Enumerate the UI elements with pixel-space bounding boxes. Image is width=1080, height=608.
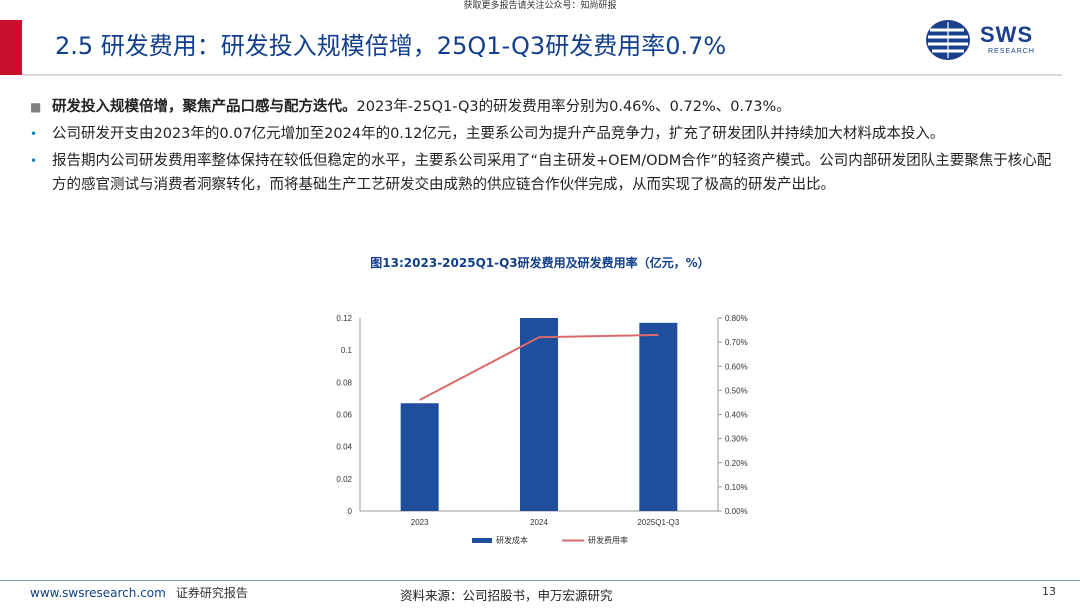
title-accent-bar [0, 20, 22, 75]
footer-divider [0, 580, 1080, 581]
sws-globe-icon [926, 20, 970, 60]
bullet-text: 2023年-25Q1-Q3的研发费用率分别为0.46%、0.72%、0.73%。 [356, 99, 791, 115]
bar-2025Q1-Q3 [639, 322, 678, 511]
title-divider [22, 74, 1062, 76]
legend-line-label: 研发费用率 [588, 535, 628, 545]
right-tick-label: 0.40% [725, 411, 748, 420]
bullet-item: ■ 研发投入规模倍增，聚焦产品口感与配方迭代。2023年-25Q1-Q3的研发费… [30, 95, 1060, 119]
bullet-item: • 公司研发开支由2023年的0.07亿元增加至2024年的0.12亿元，主要系… [30, 122, 1060, 146]
bullet-dot-icon: • [30, 127, 38, 141]
top-note: 获取更多报告请关注公众号：知尚研报 [463, 1, 617, 11]
page-title: 2.5 研发费用：研发投入规模倍增，25Q1-Q3研发费用率0.7% [55, 32, 727, 60]
page-number: 13 [1042, 585, 1056, 598]
right-tick-label: 0.10% [725, 483, 748, 492]
left-tick-label: 0.08 [336, 378, 352, 387]
bullet-text: 报告期内公司研发费用率整体保持在较低但稳定的水平，主要系公司采用了“自主研发+O… [52, 153, 1052, 193]
right-tick-label: 0.70% [725, 338, 748, 347]
logo-subtext: RESEARCH [988, 48, 1035, 55]
right-tick-label: 0.00% [725, 507, 748, 516]
footer-source: 资料来源：公司招股书，申万宏源研究 [400, 588, 613, 603]
x-tick-label: 2024 [530, 518, 548, 527]
left-tick-label: 0.12 [336, 314, 352, 323]
rd-expense-chart: 0 0.02 0.04 0.06 0.08 0.1 0.12 0.00% 0.10% 0.20% 0… [336, 314, 748, 545]
bullet-square-icon: ■ [30, 100, 42, 114]
logo-text: SWS [980, 22, 1034, 47]
right-tick-label: 0.20% [725, 459, 748, 468]
left-tick-label: 0.04 [336, 443, 352, 452]
footer-website[interactable]: www.swsresearch.com [30, 586, 166, 600]
x-tick-label: 2025Q1-Q3 [637, 518, 679, 527]
left-tick-label: 0.06 [336, 411, 352, 420]
left-tick-label: 0.02 [336, 475, 352, 484]
right-tick-label: 0.50% [725, 386, 748, 395]
bullet-text: 公司研发开支由2023年的0.07亿元增加至2024年的0.12亿元，主要系公司… [52, 126, 945, 142]
bullet-list: ■ 研发投入规模倍增，聚焦产品口感与配方迭代。2023年-25Q1-Q3的研发费… [30, 95, 1060, 200]
right-tick-label: 0.80% [725, 314, 748, 323]
sws-logo: SWS RESEARCH [924, 18, 1064, 62]
footer-label: 证券研究报告 [175, 586, 248, 600]
left-tick-label: 0 [348, 507, 353, 516]
x-tick-label: 2023 [411, 518, 429, 527]
chart-title: 图13:2023-2025Q1-Q3研发费用及研发费用率（亿元，%） [370, 256, 710, 270]
bullet-item: • 报告期内公司研发费用率整体保持在较低但稳定的水平，主要系公司采用了“自主研发… [30, 149, 1060, 197]
bullet-bold-text: 研发投入规模倍增，聚焦产品口感与配方迭代。 [52, 99, 357, 115]
right-tick-label: 0.60% [725, 362, 748, 371]
legend-bar-swatch [472, 538, 492, 543]
bullet-dot-icon: • [30, 154, 38, 168]
legend-bar-label: 研发成本 [496, 535, 528, 545]
bar-2024 [520, 318, 558, 511]
footer-left: www.swsresearch.com 证券研究报告 [30, 584, 248, 601]
left-tick-label: 0.1 [341, 346, 353, 355]
bar-2023 [400, 403, 439, 511]
right-tick-label: 0.30% [725, 435, 748, 444]
